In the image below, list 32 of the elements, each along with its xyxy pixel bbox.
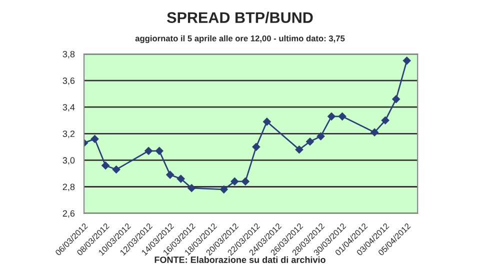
y-tick-label: 2,8 <box>62 184 75 192</box>
point <box>295 146 304 154</box>
point <box>402 56 411 65</box>
point <box>102 162 110 170</box>
y-tick-label: 3,2 <box>62 130 75 138</box>
point <box>392 95 400 104</box>
chart-title: SPREAD BTP/BUND <box>167 12 313 24</box>
point <box>252 142 260 151</box>
point <box>370 128 379 136</box>
point <box>338 112 346 120</box>
point <box>262 118 271 126</box>
chart-subtitle: aggiornato il 5 aprile alle ore 12,00 - ultimo dato: 3,75 <box>135 35 345 44</box>
point <box>188 184 196 192</box>
point <box>112 166 120 174</box>
point <box>316 132 325 140</box>
point <box>90 135 99 143</box>
point <box>176 174 185 183</box>
y-tick-label: 3,6 <box>62 78 75 85</box>
point <box>166 170 174 179</box>
point <box>328 112 336 120</box>
point <box>306 138 314 146</box>
point <box>241 177 250 186</box>
y-tick-label: 3,4 <box>62 104 75 112</box>
point <box>144 146 153 155</box>
source-note: FONTE: Elaborazione su dati di archivio <box>154 256 326 263</box>
point <box>220 185 228 194</box>
point <box>381 116 390 124</box>
y-tick-label: 2,6 <box>62 210 75 218</box>
y-tick-label: 3,0 <box>62 157 75 165</box>
y-tick-label: 3,8 <box>62 50 75 58</box>
point <box>230 177 239 186</box>
point <box>155 146 164 155</box>
